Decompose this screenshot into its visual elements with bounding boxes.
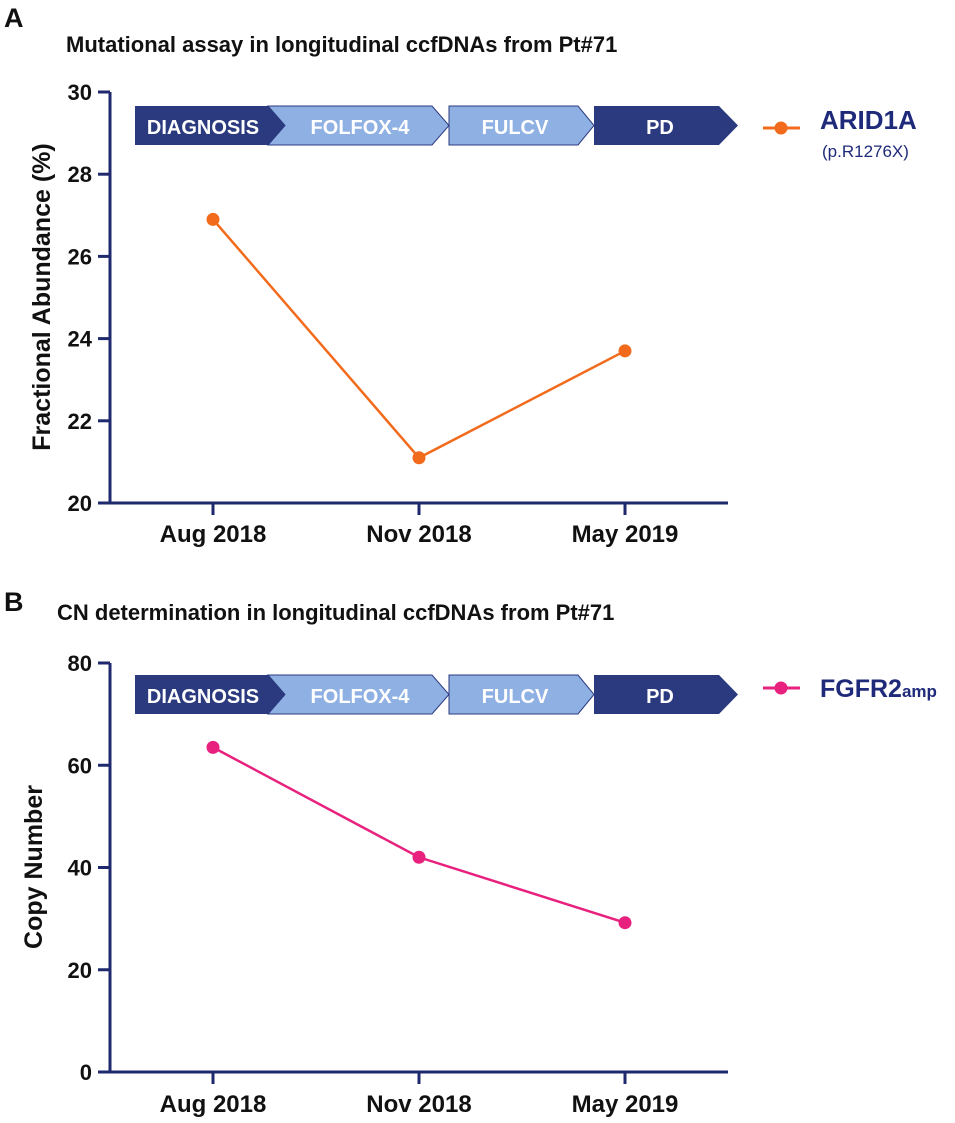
panel-a-axes: 20 22 24 26 28 30 Aug 2018 Nov 2018 May 2019	[68, 80, 728, 548]
panel-b-timeline-diagnosis	[135, 675, 285, 714]
panel-b-legend-text: FGFR2amp	[820, 675, 937, 703]
panel-b-timeline-folfox	[266, 674, 450, 715]
panel-b-timeline-pd	[594, 675, 738, 714]
panel-b-timeline-folfox-label: FOLFOX-4	[311, 686, 411, 708]
panel-b-series-line	[212, 746, 626, 924]
panel-a-legend-name: ARID1A	[820, 105, 917, 135]
panel-a-data-point	[618, 344, 632, 358]
panel-a-legend-marker	[774, 121, 788, 135]
panel-a-label: A	[4, 3, 24, 33]
panel-b-y-tick-label: 0	[80, 1060, 92, 1085]
panel-b-data-point	[206, 740, 220, 754]
panel-b-timeline-fulcv-label: FULCV	[482, 686, 549, 708]
panel-b-axes: 0 20 40 60 80 Aug 2018 Nov 2018 May 2019	[68, 651, 728, 1118]
panel-b-data-point	[618, 916, 632, 930]
panel-a-y-tick-label: 24	[68, 327, 93, 352]
panel-b-label: B	[4, 587, 24, 617]
panel-b-y-tick-label: 80	[68, 651, 92, 676]
panel-a-timeline-pd-label: PD	[646, 117, 674, 139]
panel-b-y-axis-label: Copy Number	[20, 785, 48, 949]
panel-a-y-tick-label: 22	[68, 409, 92, 434]
panel-a-y-tick-label: 30	[68, 80, 92, 105]
panel-b-legend-name-sub: amp	[902, 682, 937, 701]
panel-a: A Mutational assay in longitudinal ccfDN…	[4, 3, 917, 548]
panel-a-legend: ARID1A (p.R1276X)	[763, 105, 917, 161]
panel-b-y-tick-label: 60	[68, 753, 92, 778]
panel-b-timeline-fulcv	[448, 674, 595, 715]
panel-a-timeline-folfox-label: FOLFOX-4	[311, 117, 411, 139]
panel-a-title: Mutational assay in longitudinal ccfDNAs…	[66, 32, 617, 57]
panel-b-data-point	[412, 850, 426, 864]
panel-a-data-point	[206, 212, 220, 226]
panel-a-y-tick-label: 26	[68, 244, 92, 269]
panel-b-y-tick-label: 40	[68, 856, 92, 881]
panel-a-x-tick-label: May 2019	[572, 521, 679, 548]
panel-b-timeline-diagnosis-label: DIAGNOSIS	[147, 686, 259, 708]
panel-a-timeline-diagnosis	[135, 106, 285, 145]
panel-a-timeline-folfox	[266, 105, 450, 146]
panel-a-timeline-pd	[594, 106, 738, 145]
panel-a-series-line	[212, 218, 626, 460]
panel-a-plot-area	[206, 212, 632, 465]
panel-a-timeline-fulcv	[448, 105, 595, 146]
panel-b-plot-area	[206, 740, 632, 930]
panel-b: B CN determination in longitudinal ccfDN…	[4, 587, 937, 1118]
panel-a-timeline-diagnosis-label: DIAGNOSIS	[147, 117, 259, 139]
panel-b-legend-marker	[774, 681, 788, 695]
panel-b-x-tick-label: Aug 2018	[160, 1091, 267, 1118]
panel-b-timeline-pd-label: PD	[646, 686, 674, 708]
panel-b-timeline: DIAGNOSIS FOLFOX-4 FULCV PD	[135, 674, 738, 715]
panel-a-x-tick-label: Aug 2018	[160, 521, 267, 548]
panel-b-legend-name: FGFR2	[820, 675, 902, 703]
panel-a-timeline: DIAGNOSIS FOLFOX-4 FULCV PD	[135, 105, 738, 146]
panel-b-title: CN determination in longitudinal ccfDNAs…	[57, 600, 614, 625]
panel-a-y-tick-label: 28	[68, 162, 92, 187]
panel-a-x-tick-label: Nov 2018	[366, 521, 471, 548]
panel-b-legend: FGFR2amp	[763, 675, 937, 703]
panel-b-y-tick-label: 20	[68, 958, 92, 983]
panel-a-data-point	[412, 451, 426, 465]
panel-a-legend-subtitle: (p.R1276X)	[822, 142, 909, 161]
panel-a-y-tick-label: 20	[68, 491, 92, 516]
panel-a-y-axis-label: Fractional Abundance (%)	[28, 143, 56, 450]
panel-a-timeline-fulcv-label: FULCV	[482, 117, 549, 139]
panel-b-x-tick-label: Nov 2018	[366, 1091, 471, 1118]
panel-b-x-tick-label: May 2019	[572, 1091, 679, 1118]
